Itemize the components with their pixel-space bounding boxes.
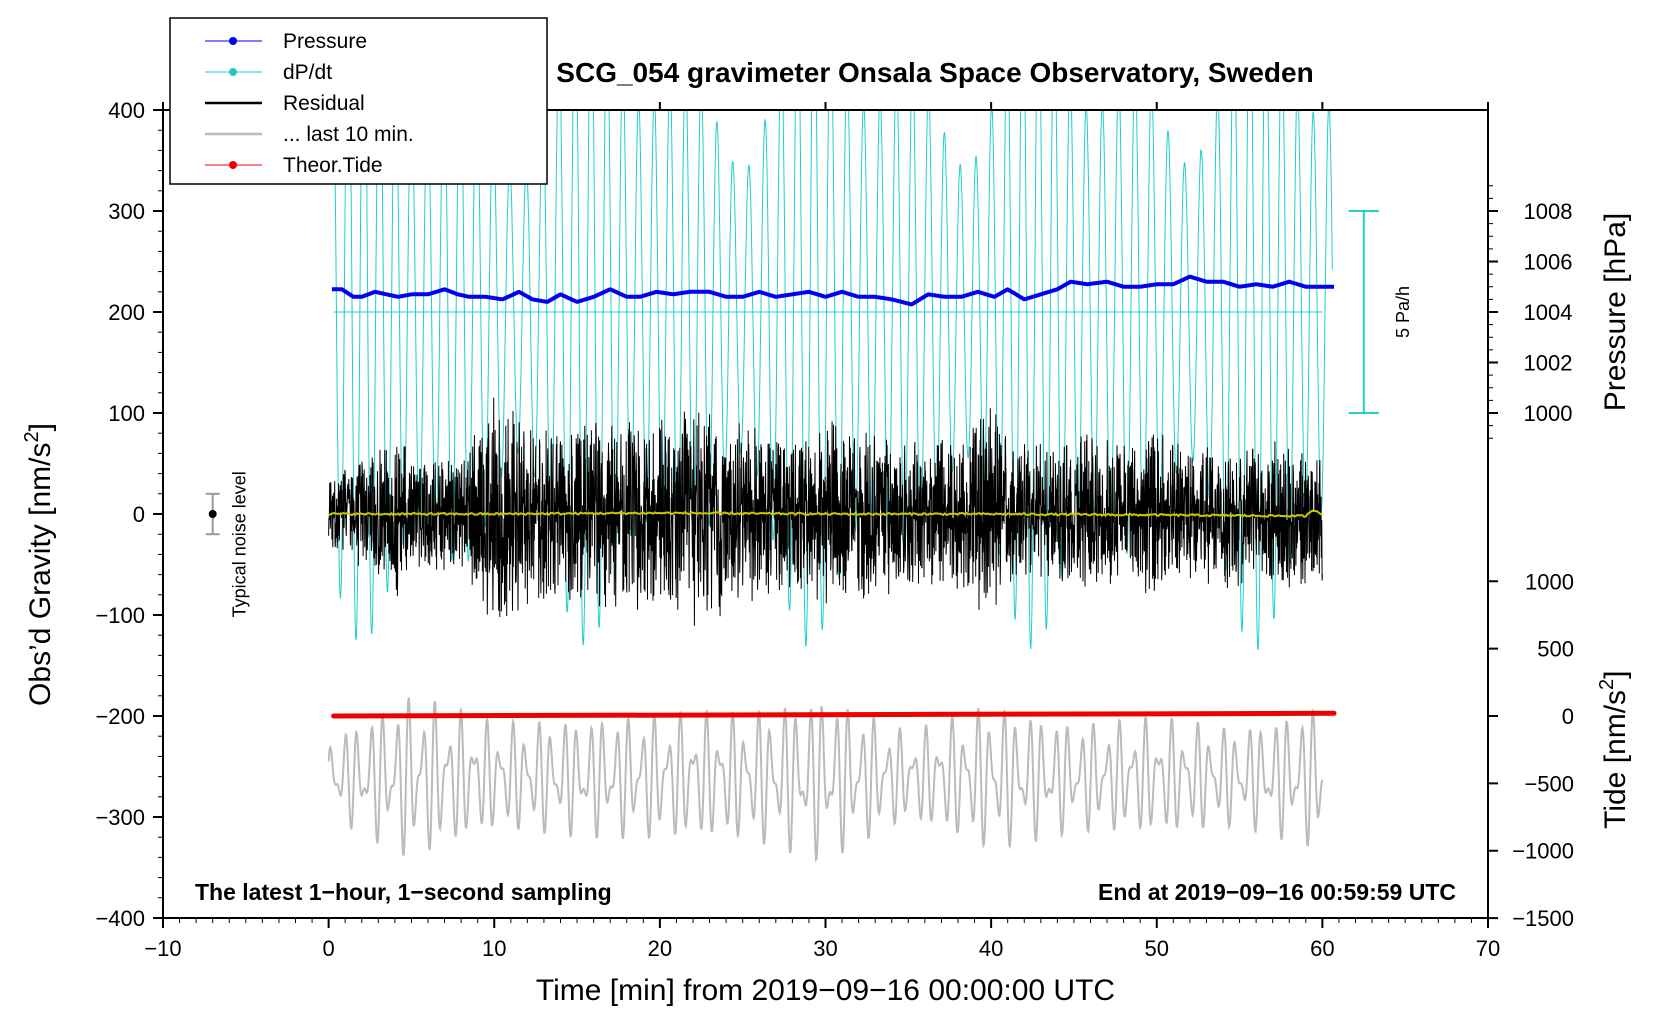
annotation-sampling: The latest 1−hour, 1−second sampling: [195, 879, 612, 905]
legend-marker: [229, 37, 237, 45]
x-tick-label: 10: [482, 936, 506, 961]
pressure-tick-label: 1000: [1524, 401, 1573, 426]
series-residual-line: [328, 397, 1323, 626]
pressure-tick-label: 1006: [1524, 250, 1573, 275]
pressure-tick-label: 1002: [1524, 351, 1573, 376]
plot-area: [327, 110, 1337, 863]
y-tick-label: 100: [108, 401, 145, 426]
y-axis-label-gravity-main: Obs’d Gravity [nm/s: [24, 443, 57, 706]
pressure-tick-label: 1004: [1524, 300, 1573, 325]
rate-scale-bar: [1348, 210, 1379, 414]
tide-tick-label: −1000: [1512, 839, 1574, 864]
x-tick-label: 0: [323, 936, 335, 961]
noise-level-bar: [205, 492, 220, 536]
legend-marker: [229, 68, 237, 76]
y-axis-label-tide: Tide [nm/s2]: [1596, 670, 1632, 828]
x-tick-label: 50: [1145, 936, 1169, 961]
legend-label: ... last 10 min.: [283, 123, 414, 146]
axis-ticks: −10 0 10 20 30 40 50 60 704003002001000−100−200−…: [95, 98, 1574, 961]
tide-tick-label: 1000: [1525, 569, 1574, 594]
y-tick-label: 0: [133, 502, 145, 527]
y-tick-label: 400: [108, 98, 145, 123]
y-tick-label: 200: [108, 300, 145, 325]
y-axis-label-tide-end: ]: [1599, 670, 1632, 678]
legend-marker: [229, 161, 237, 169]
legend-box: [169, 17, 548, 185]
y-axis-label-gravity-end: ]: [24, 423, 57, 431]
tide-tick-label: −1500: [1512, 906, 1574, 931]
tide-tick-label: −500: [1524, 771, 1574, 796]
series-last10min-line: [327, 697, 1324, 863]
x-axis-label: Time [min] from 2019−09−16 00:00:00 UTC: [536, 974, 1115, 1007]
legend-label: Residual: [283, 92, 365, 115]
legend: Pressure dP/dt Residual ... last 10 min. The…: [169, 17, 548, 185]
x-tick-label: 30: [813, 936, 837, 961]
y-tick-label: −100: [95, 603, 145, 628]
y-axis-label-gravity-sup: 2: [21, 431, 43, 442]
pressure-tick-label: 1008: [1524, 199, 1573, 224]
x-tick-label: 40: [979, 936, 1003, 961]
x-tick-label: 20: [648, 936, 672, 961]
y-axis-label-tide-sup: 2: [1596, 679, 1618, 690]
x-tick-label: 70: [1476, 936, 1500, 961]
y-axis-label-pressure: Pressure [hPa]: [1599, 213, 1632, 411]
y-axis-label-gravity: Obs’d Gravity [nm/s2]: [21, 423, 57, 706]
y-tick-label: 300: [108, 199, 145, 224]
y-tick-label: −300: [95, 805, 145, 830]
x-tick-label: 60: [1310, 936, 1334, 961]
noise-bar-dot: [208, 510, 217, 518]
y-tick-label: −400: [95, 906, 145, 931]
rate-scale-label: 5 Pa/h: [1393, 286, 1413, 338]
series-dpdt-line: [333, 110, 1333, 650]
y-tick-label: −200: [95, 704, 145, 729]
series-residual-smoothed-line: [328, 509, 1323, 519]
noise-level-label: Typical noise level: [230, 471, 250, 617]
y-axis-label-tide-main: Tide [nm/s: [1599, 690, 1632, 829]
series-pressure-line: [330, 274, 1336, 307]
series-tide-line: [331, 710, 1337, 719]
chart-title: SCG_054 gravimeter Onsala Space Observat…: [556, 57, 1313, 88]
tide-tick-label: 0: [1562, 704, 1574, 729]
legend-label: Theor.Tide: [283, 154, 383, 177]
annotation-end-time: End at 2019−09−16 00:59:59 UTC: [1098, 879, 1456, 905]
legend-label: dP/dt: [283, 61, 332, 84]
tide-tick-label: 500: [1537, 637, 1574, 662]
x-tick-label: −10: [144, 936, 181, 961]
legend-label: Pressure: [283, 30, 367, 53]
